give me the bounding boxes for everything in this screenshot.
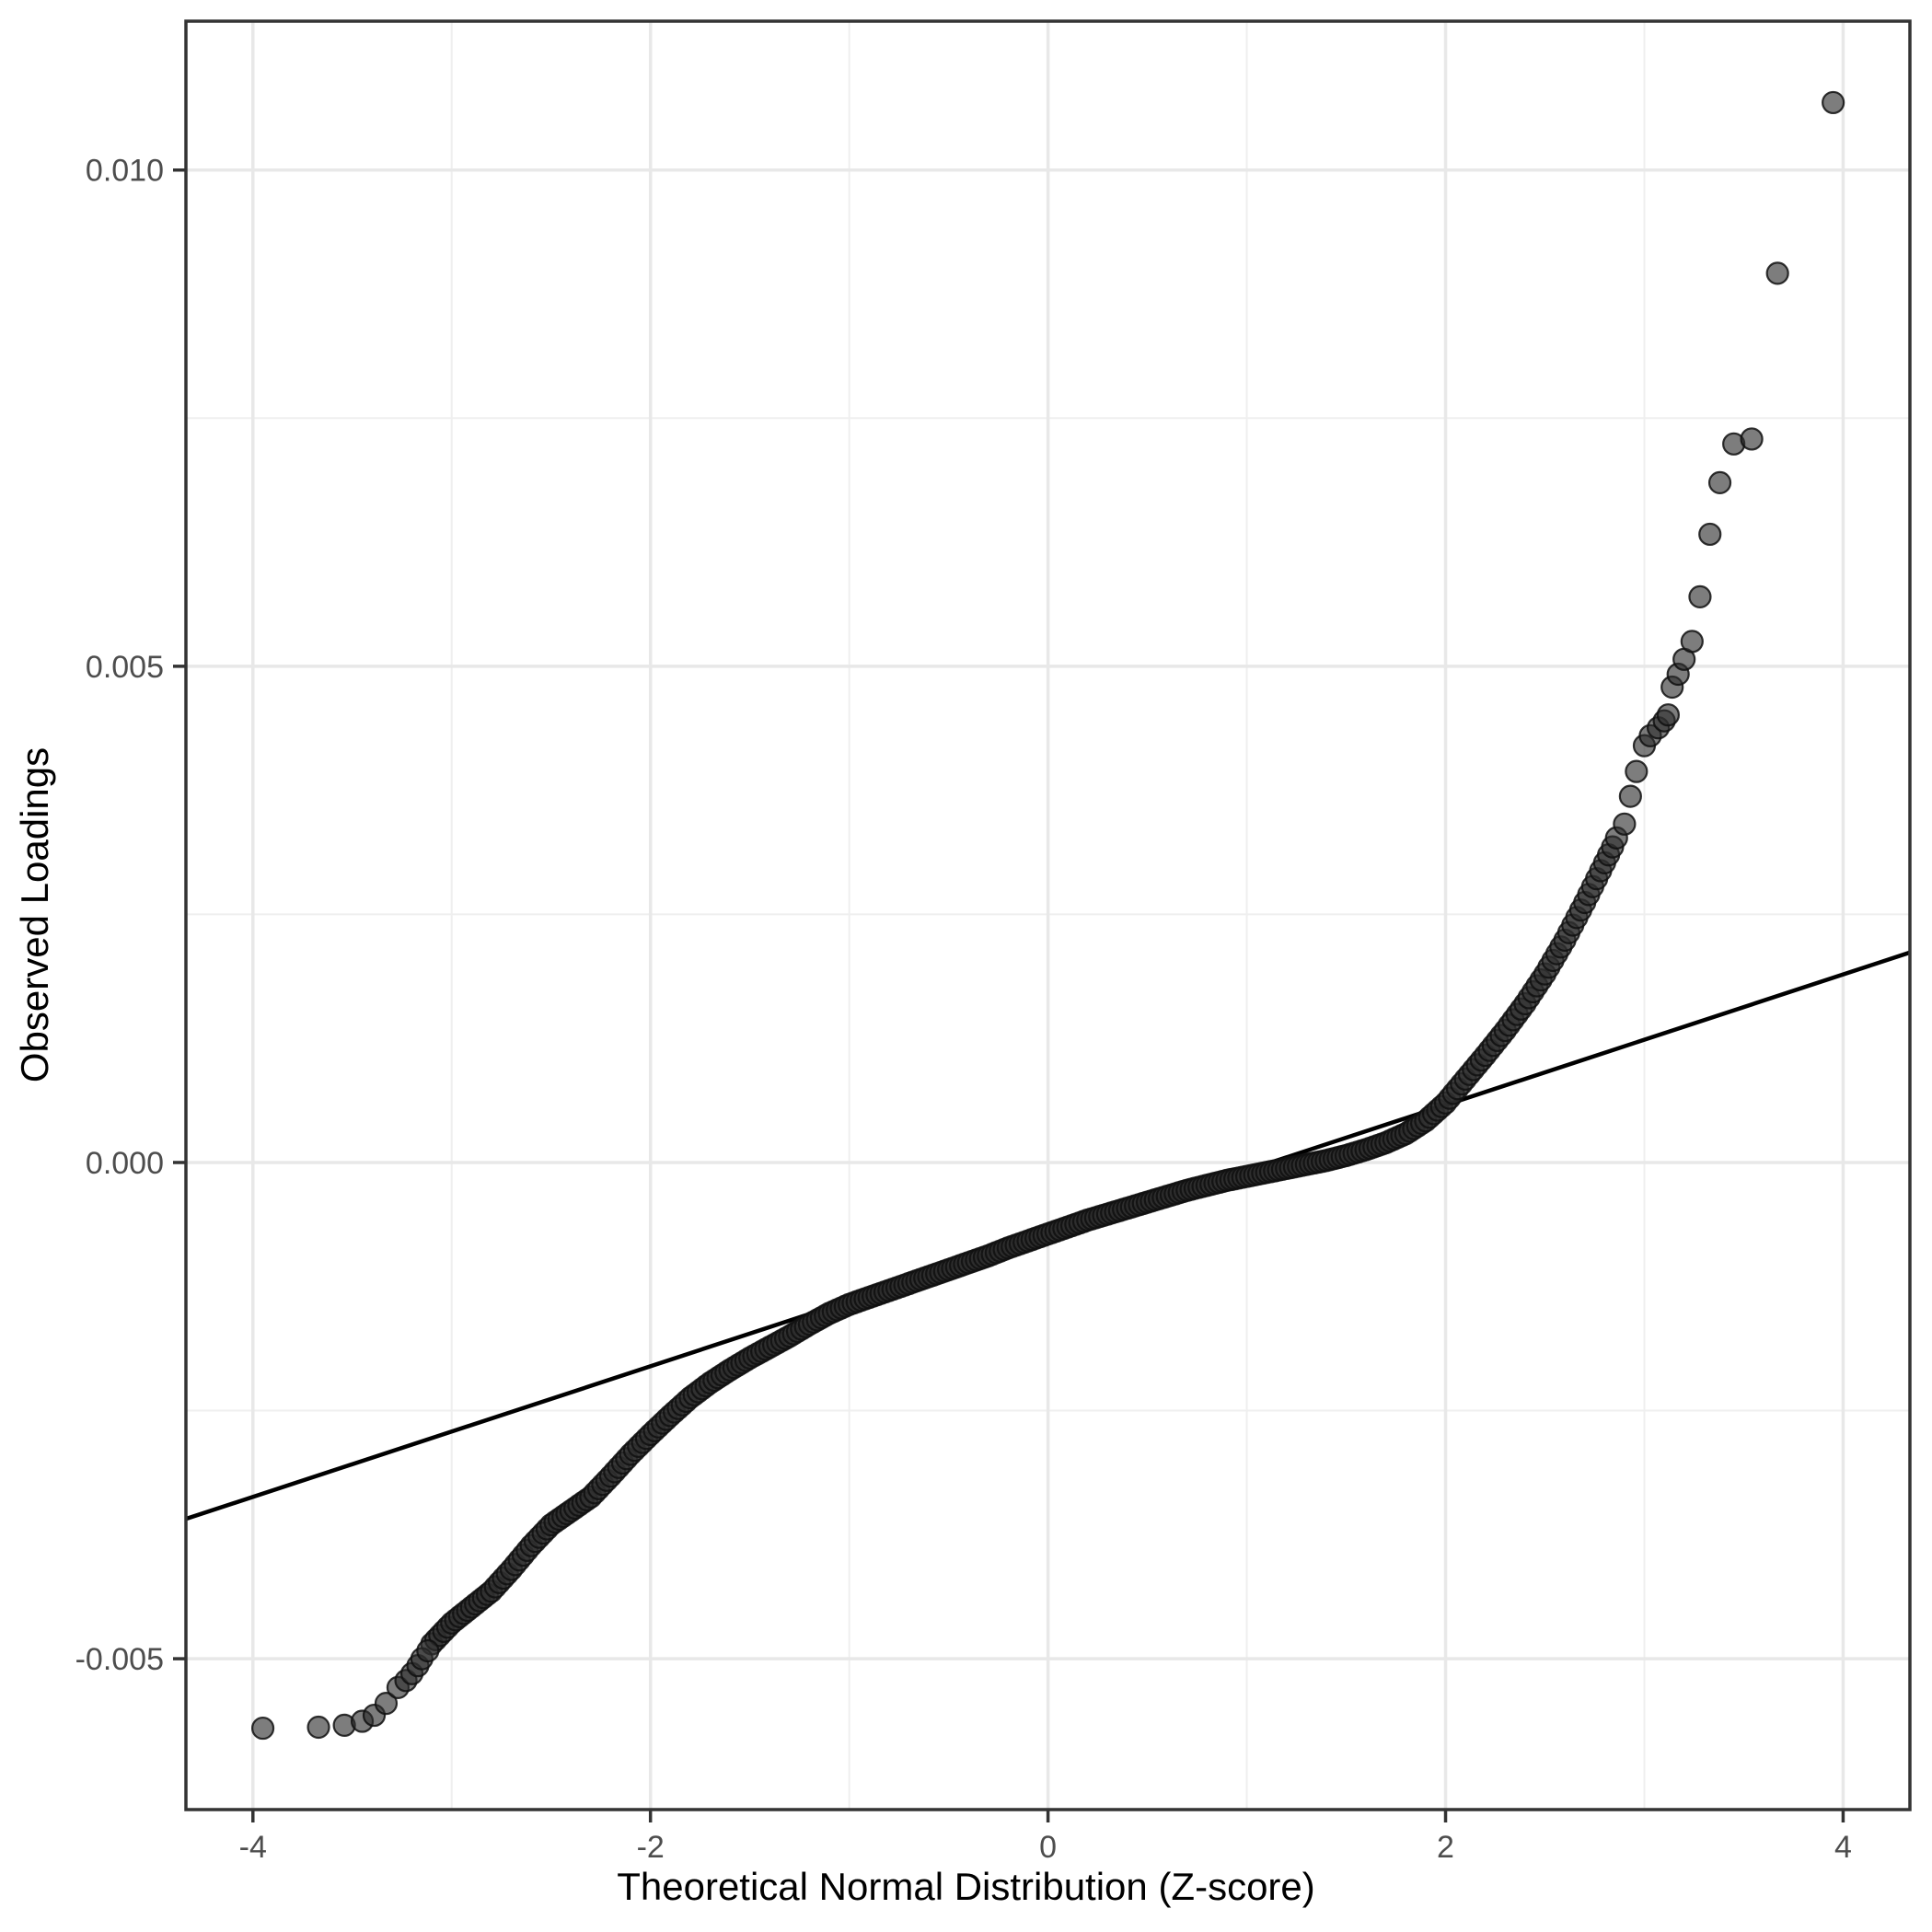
y-tick-label: -0.005 bbox=[75, 1642, 164, 1677]
panel-border bbox=[184, 19, 1912, 1811]
x-tick-label: -2 bbox=[637, 1830, 665, 1865]
y-tick-label: 0.005 bbox=[86, 650, 164, 685]
data-point bbox=[374, 1692, 399, 1716]
data-point bbox=[1688, 584, 1712, 608]
data-point bbox=[1618, 784, 1642, 808]
data-point bbox=[1680, 630, 1704, 654]
data-point bbox=[250, 1716, 275, 1741]
data-point bbox=[1707, 470, 1732, 494]
y-tick-label: 0.010 bbox=[86, 154, 164, 189]
x-tick-label: -4 bbox=[239, 1830, 267, 1865]
x-tick-label: 0 bbox=[1039, 1830, 1057, 1865]
data-point bbox=[1765, 261, 1789, 285]
data-point bbox=[307, 1715, 330, 1740]
x-tick-label: 2 bbox=[1437, 1830, 1454, 1865]
data-point bbox=[1625, 759, 1649, 783]
y-tick-label: 0.000 bbox=[86, 1146, 164, 1181]
x-tick-label: 4 bbox=[1834, 1830, 1852, 1865]
data-point bbox=[1613, 812, 1637, 836]
data-point bbox=[1656, 703, 1680, 727]
data-point bbox=[416, 1638, 440, 1663]
x-axis-title: Theoretical Normal Distribution (Z-score… bbox=[617, 1865, 1315, 1908]
data-point bbox=[1740, 427, 1764, 451]
data-point bbox=[1822, 90, 1845, 115]
data-point bbox=[1698, 522, 1722, 547]
y-axis-title: Observed Loadings bbox=[13, 746, 56, 1083]
